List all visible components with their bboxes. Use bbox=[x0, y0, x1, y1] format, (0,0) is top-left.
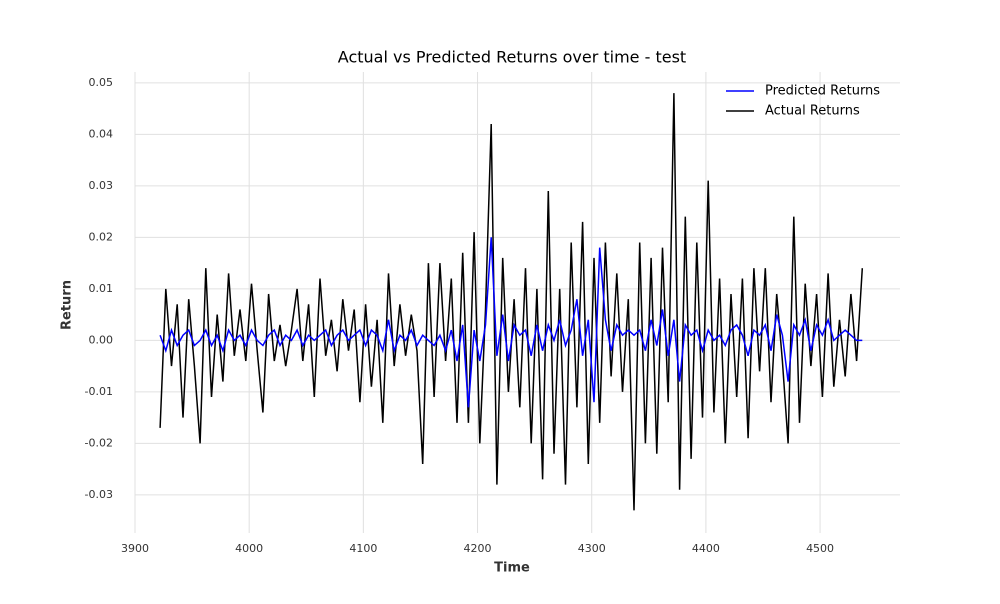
x-axis-label: Time bbox=[494, 561, 530, 576]
y-tick-label: 0.04 bbox=[89, 127, 114, 140]
x-tick-label: 4000 bbox=[235, 542, 263, 555]
chart-title: Actual vs Predicted Returns over time - … bbox=[338, 48, 686, 67]
y-tick-label: -0.02 bbox=[85, 436, 113, 449]
y-tick-label: -0.03 bbox=[85, 488, 113, 501]
x-tick-label: 4500 bbox=[806, 542, 834, 555]
series-line bbox=[159, 237, 863, 408]
y-axis-label: Return bbox=[60, 280, 75, 330]
x-tick-label: 3900 bbox=[121, 542, 149, 555]
y-tick-label: 0.03 bbox=[89, 179, 114, 192]
x-tick-label: 4400 bbox=[692, 542, 720, 555]
y-tick-label: -0.01 bbox=[85, 385, 113, 398]
y-tick-label: 0.01 bbox=[89, 282, 114, 295]
legend-label: Predicted Returns bbox=[765, 84, 880, 99]
y-tick-label: 0.02 bbox=[89, 230, 114, 243]
x-tick-label: 4300 bbox=[578, 542, 606, 555]
y-tick-label: 0.05 bbox=[89, 76, 114, 89]
x-tick-label: 4200 bbox=[464, 542, 492, 555]
series-line bbox=[159, 93, 864, 511]
y-tick-label: 0.00 bbox=[89, 333, 114, 346]
legend-label: Actual Returns bbox=[765, 104, 860, 119]
x-tick-label: 4100 bbox=[349, 542, 377, 555]
